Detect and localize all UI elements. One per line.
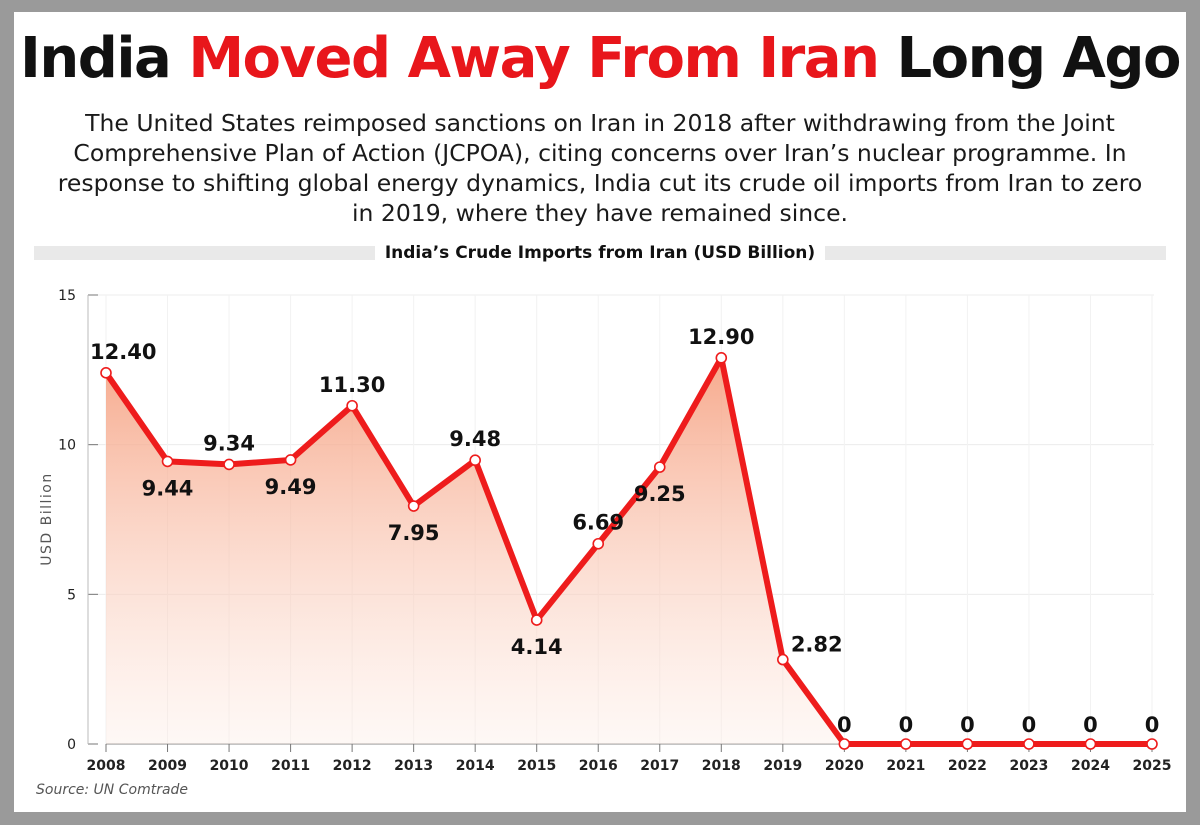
subtitle: The United States reimposed sanctions on… [57,109,1143,227]
data-label: 9.34 [203,431,255,455]
y-tick-label: 15 [58,288,76,304]
x-tick-label: 2024 [1071,758,1110,774]
data-point [1023,738,1035,750]
data-point [592,537,605,550]
source-note: Source: UN Comtrade [36,782,189,798]
x-tick-label: 2009 [148,758,187,774]
data-point [223,458,235,471]
x-tick-label: 2011 [271,758,310,774]
data-label: 2.82 [791,633,843,657]
data-point [838,738,851,750]
data-label: 11.30 [319,373,385,397]
x-axis-ticks: 2008 2009 2010 2011 2012 2013 2014 2015 2016 2017… [87,758,1172,774]
y-tick-label: 0 [67,737,76,753]
line-chart: 12.40 9.44 9.34 9.49 11.30 7.95 9.48 4.14 6.69 9.… [39,288,1172,774]
data-point [346,399,358,412]
data-point [469,454,481,467]
data-label: 0 [1145,713,1160,737]
data-points [100,352,1158,750]
data-label: 9.49 [265,475,317,499]
x-tick-label: 2016 [579,758,618,774]
x-tick-label: 2018 [702,758,741,774]
x-tick-label: 2013 [394,758,433,774]
y-tick-label: 10 [58,438,76,454]
data-label: 9.48 [449,427,501,451]
area-fill [106,357,1152,744]
x-tick-label: 2020 [825,758,864,774]
data-label: 9.25 [634,482,686,506]
data-labels: 12.40 9.44 9.34 9.49 11.30 7.95 9.48 4.14 6.69 9.… [90,325,1159,737]
data-label: 12.40 [90,340,156,364]
data-label: 6.69 [572,511,624,535]
data-point [284,454,297,466]
x-tick-label: 2014 [456,758,495,774]
chart-title-wrap: India’s Crude Imports from Iran (USD Bil… [14,242,1186,264]
data-point [407,500,420,512]
x-tick-label: 2015 [517,758,556,774]
y-axis-ticks: 0 5 10 15 [58,288,76,753]
data-point [530,614,543,626]
data-point [161,455,174,468]
data-point [100,367,112,379]
data-label: 0 [837,713,852,737]
data-label: 12.90 [688,325,754,349]
data-point [715,352,728,364]
series-line [103,354,1155,747]
x-tick-label: 2025 [1133,758,1172,774]
headline-part-3: Long Ago [878,26,1181,91]
data-label: 0 [899,713,914,737]
headline: India Moved Away From Iran Long Ago [14,26,1186,92]
y-axis-title: USD Billion [39,472,55,565]
x-tick-label: 2008 [87,758,126,774]
x-tick-label: 2022 [948,758,987,774]
data-label: 7.95 [388,521,440,545]
headline-part-1: India [20,26,189,91]
data-point [653,461,666,473]
data-point [777,653,789,666]
data-point [961,738,974,750]
data-point [900,738,912,750]
data-label: 9.44 [142,476,194,500]
y-tick-label: 5 [67,587,76,603]
x-tick-label: 2019 [763,758,802,774]
x-tick-label: 2021 [886,758,925,774]
data-point [1146,738,1158,750]
x-tick-label: 2012 [333,758,372,774]
infographic-card: India Moved Away From Iran Long Ago The … [14,12,1186,812]
data-label: 0 [960,713,975,737]
chart-title: India’s Crude Imports from Iran (USD Bil… [374,243,826,263]
data-label: 0 [1022,713,1037,737]
x-tick-label: 2010 [210,758,249,774]
headline-part-2: Moved Away From Iran [188,26,880,91]
x-tick-label: 2017 [640,758,679,774]
data-label: 4.14 [511,635,563,659]
data-point [1084,738,1097,750]
data-label: 0 [1083,713,1098,737]
x-tick-label: 2023 [1009,758,1048,774]
